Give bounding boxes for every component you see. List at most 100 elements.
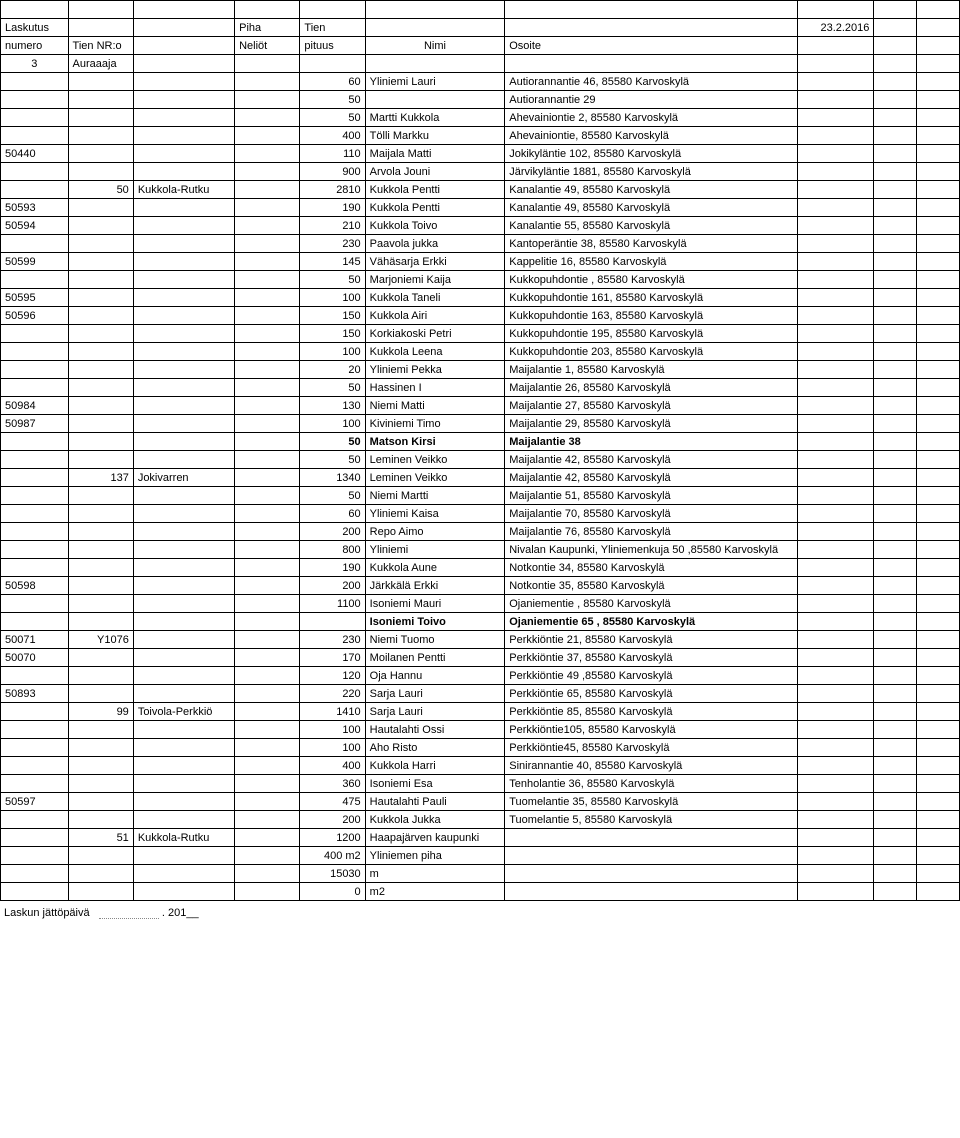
table-row: 360Isoniemi EsaTenholantie 36, 85580 Kar… bbox=[1, 775, 960, 793]
cell-g: Perkkiöntie 49 ,85580 Karvoskylä bbox=[505, 667, 798, 685]
cell-c bbox=[133, 325, 234, 343]
table-row: 400 m2Yliniemen piha bbox=[1, 847, 960, 865]
cell-i bbox=[874, 559, 917, 577]
cell-h bbox=[797, 469, 874, 487]
cell-c bbox=[133, 613, 234, 631]
cell-e: 100 bbox=[300, 721, 365, 739]
cell-h bbox=[797, 847, 874, 865]
cell-d bbox=[235, 469, 300, 487]
cell-b bbox=[68, 595, 133, 613]
cell-d bbox=[235, 811, 300, 829]
cell-c bbox=[133, 775, 234, 793]
cell-a bbox=[1, 505, 69, 523]
cell-g: Sinirannantie 40, 85580 Karvoskylä bbox=[505, 757, 798, 775]
cell-b bbox=[68, 739, 133, 757]
cell-g: Kanalantie 55, 85580 Karvoskylä bbox=[505, 217, 798, 235]
cell-a bbox=[1, 829, 69, 847]
cell-d bbox=[235, 145, 300, 163]
cell-c bbox=[133, 199, 234, 217]
cell-i bbox=[874, 847, 917, 865]
cell-h bbox=[797, 343, 874, 361]
cell-f: Kukkola Leena bbox=[365, 343, 505, 361]
date-cell: 23.2.2016 bbox=[797, 19, 874, 37]
cell-b bbox=[68, 523, 133, 541]
cell-g: Maijalantie 26, 85580 Karvoskylä bbox=[505, 379, 798, 397]
cell-j bbox=[917, 415, 960, 433]
header-row-2: numero Tien NR:o Neliöt pituus Nimi Osoi… bbox=[1, 37, 960, 55]
cell-a bbox=[1, 595, 69, 613]
cell-j bbox=[917, 163, 960, 181]
cell-i bbox=[874, 217, 917, 235]
cell-a: 50984 bbox=[1, 397, 69, 415]
cell-a bbox=[1, 91, 69, 109]
cell-g: Kukkopuhdontie 195, 85580 Karvoskylä bbox=[505, 325, 798, 343]
cell-h bbox=[797, 487, 874, 505]
cell-j bbox=[917, 559, 960, 577]
table-row: 137Jokivarren1340Leminen VeikkoMaijalant… bbox=[1, 469, 960, 487]
cell-c bbox=[133, 163, 234, 181]
cell-h bbox=[797, 163, 874, 181]
cell-j bbox=[917, 811, 960, 829]
cell-b: 137 bbox=[68, 469, 133, 487]
cell-f: Järkkälä Erkki bbox=[365, 577, 505, 595]
cell-a bbox=[1, 361, 69, 379]
cell-i bbox=[874, 577, 917, 595]
cell-b bbox=[68, 109, 133, 127]
cell-j bbox=[917, 631, 960, 649]
cell-a bbox=[1, 181, 69, 199]
cell-d bbox=[235, 415, 300, 433]
cell-i bbox=[874, 469, 917, 487]
table-row: 50Matson KirsiMaijalantie 38 bbox=[1, 433, 960, 451]
cell-h bbox=[797, 433, 874, 451]
table-row: 100Kukkola LeenaKukkopuhdontie 203, 8558… bbox=[1, 343, 960, 361]
cell-j bbox=[917, 667, 960, 685]
cell-d bbox=[235, 577, 300, 595]
cell-h bbox=[797, 883, 874, 901]
cell-i bbox=[874, 541, 917, 559]
cell-a: 50893 bbox=[1, 685, 69, 703]
cell-d bbox=[235, 667, 300, 685]
cell-e: 50 bbox=[300, 109, 365, 127]
cell-i bbox=[874, 253, 917, 271]
cell-c bbox=[133, 73, 234, 91]
table-row: 50Autiorannantie 29 bbox=[1, 91, 960, 109]
cell-h bbox=[797, 541, 874, 559]
cell-i bbox=[874, 397, 917, 415]
cell-h bbox=[797, 505, 874, 523]
cell-e: 1410 bbox=[300, 703, 365, 721]
cell-b bbox=[68, 721, 133, 739]
cell-d bbox=[235, 775, 300, 793]
table-row: 50984130Niemi MattiMaijalantie 27, 85580… bbox=[1, 397, 960, 415]
cell-g: Perkkiöntie 37, 85580 Karvoskylä bbox=[505, 649, 798, 667]
cell-h bbox=[797, 253, 874, 271]
cell-c bbox=[133, 271, 234, 289]
cell-j bbox=[917, 397, 960, 415]
cell-b bbox=[68, 487, 133, 505]
cell-d bbox=[235, 91, 300, 109]
label-tien: Tien bbox=[300, 19, 365, 37]
table-row: 99Toivola-Perkkiö1410Sarja LauriPerkkiön… bbox=[1, 703, 960, 721]
cell-f: Kukkola Taneli bbox=[365, 289, 505, 307]
cell-b bbox=[68, 433, 133, 451]
cell-a bbox=[1, 559, 69, 577]
cell-e: 1340 bbox=[300, 469, 365, 487]
cell-c bbox=[133, 109, 234, 127]
cell-e: 100 bbox=[300, 415, 365, 433]
cell-d bbox=[235, 289, 300, 307]
table-row: 50594210Kukkola ToivoKanalantie 55, 8558… bbox=[1, 217, 960, 235]
cell-b: 51 bbox=[68, 829, 133, 847]
cell-c bbox=[133, 685, 234, 703]
table-row: 50597475Hautalahti PauliTuomelantie 35, … bbox=[1, 793, 960, 811]
cell-f: Kukkola Toivo bbox=[365, 217, 505, 235]
cell-g: Maijalantie 1, 85580 Karvoskylä bbox=[505, 361, 798, 379]
cell-i bbox=[874, 433, 917, 451]
cell-i bbox=[874, 703, 917, 721]
cell-d bbox=[235, 307, 300, 325]
cell-g bbox=[505, 883, 798, 901]
table-row: 150Korkiakoski PetriKukkopuhdontie 195, … bbox=[1, 325, 960, 343]
cell-g: Tuomelantie 35, 85580 Karvoskylä bbox=[505, 793, 798, 811]
cell-h bbox=[797, 181, 874, 199]
cell-g: Maijalantie 42, 85580 Karvoskylä bbox=[505, 451, 798, 469]
cell-j bbox=[917, 199, 960, 217]
cell-j bbox=[917, 649, 960, 667]
